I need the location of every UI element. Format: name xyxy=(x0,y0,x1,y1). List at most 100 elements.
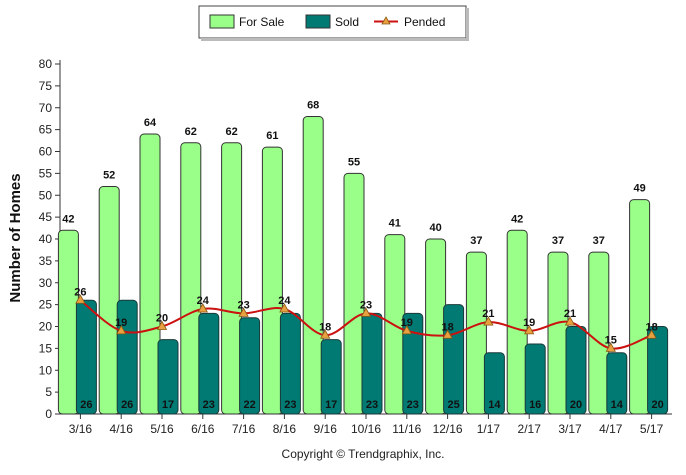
bar-for-sale-6/16 xyxy=(180,142,202,415)
bar-for-sale-5/16 xyxy=(139,133,161,415)
legend-box xyxy=(198,5,467,39)
label-for-sale-2/17: 42 xyxy=(511,213,523,225)
bar-for-sale-4/16 xyxy=(98,186,120,415)
label-for-sale-5/17: 49 xyxy=(633,183,645,195)
label-pended-3/16: 26 xyxy=(74,286,86,298)
label-sold-9/16: 17 xyxy=(325,399,337,411)
marker-pended-4/17 xyxy=(605,342,616,352)
x-tick-label-12/16: 12/16 xyxy=(433,422,463,436)
bar-for-sale-3/17 xyxy=(547,251,569,415)
label-for-sale-4/17: 37 xyxy=(593,235,605,247)
x-tick-label-4/17: 4/17 xyxy=(599,422,623,436)
marker-pended-11/16 xyxy=(401,325,412,335)
y-tick-label-65: 65 xyxy=(39,123,53,137)
bar-sold-3/17 xyxy=(565,326,587,415)
y-tick-label-40: 40 xyxy=(39,232,53,246)
label-for-sale-1/17: 37 xyxy=(470,235,482,247)
label-pended-3/17: 21 xyxy=(564,308,576,320)
marker-pended-9/16 xyxy=(320,329,331,339)
marker-pended-6/16 xyxy=(197,303,208,313)
legend: For Sale Sold Pended xyxy=(198,5,469,41)
label-for-sale-12/16: 40 xyxy=(429,222,441,234)
x-tick-label-5/16: 5/16 xyxy=(150,422,174,436)
label-pended-10/16: 23 xyxy=(360,299,372,311)
label-pended-2/17: 19 xyxy=(523,317,535,329)
bar-sold-6/16 xyxy=(198,312,220,415)
y-tick-label-5: 5 xyxy=(45,385,52,399)
marker-pended-1/17 xyxy=(483,316,494,326)
label-for-sale-4/16: 52 xyxy=(103,170,115,182)
legend-swatch-sold xyxy=(305,14,331,29)
x-tick-label-9/16: 9/16 xyxy=(314,422,338,436)
y-tick-label-75: 75 xyxy=(39,79,53,93)
x-tick-label-10/16: 10/16 xyxy=(351,422,381,436)
y-tick-label-45: 45 xyxy=(39,210,53,224)
label-pended-4/16: 19 xyxy=(115,317,127,329)
label-pended-11/16: 19 xyxy=(401,317,413,329)
y-tick-label-15: 15 xyxy=(39,341,53,355)
label-for-sale-10/16: 55 xyxy=(348,156,360,168)
bar-sold-4/17 xyxy=(606,352,628,415)
marker-pended-7/16 xyxy=(238,307,249,317)
bar-sold-1/17 xyxy=(483,352,505,415)
marker-pended-12/16 xyxy=(442,329,453,339)
y-axis-title: Number of Homes xyxy=(7,173,24,302)
y-tick-label-20: 20 xyxy=(39,320,53,334)
label-sold-5/16: 17 xyxy=(162,399,174,411)
label-pended-1/17: 21 xyxy=(482,308,494,320)
bar-sold-5/17 xyxy=(647,326,669,415)
label-pended-12/16: 18 xyxy=(441,321,453,333)
y-tick-label-50: 50 xyxy=(39,188,53,202)
x-tick-label-7/16: 7/16 xyxy=(232,422,256,436)
bar-sold-2/17 xyxy=(524,343,546,415)
y-tick-label-80: 80 xyxy=(39,57,53,71)
bar-for-sale-5/17 xyxy=(629,199,651,415)
legend-swatch-for-sale xyxy=(209,14,235,29)
label-pended-8/16: 24 xyxy=(278,295,291,307)
marker-pended-3/16 xyxy=(75,294,86,304)
bar-for-sale-2/17 xyxy=(506,229,528,415)
bar-sold-7/16 xyxy=(239,317,261,415)
marker-pended-10/16 xyxy=(360,307,372,317)
footer-copyright: Copyright © Trendgraphix, Inc. xyxy=(282,447,445,461)
y-tick-label-25: 25 xyxy=(39,298,53,312)
y-tick-label-70: 70 xyxy=(39,101,53,115)
label-sold-1/17: 14 xyxy=(488,399,501,411)
label-for-sale-3/17: 37 xyxy=(552,235,564,247)
bar-sold-8/16 xyxy=(279,312,301,415)
label-sold-3/16: 26 xyxy=(80,399,92,411)
label-sold-4/16: 26 xyxy=(121,399,133,411)
label-sold-10/16: 23 xyxy=(366,399,378,411)
bar-for-sale-7/16 xyxy=(221,142,243,415)
y-tick-label-0: 0 xyxy=(45,407,52,421)
x-tick-label-2/17: 2/17 xyxy=(518,422,542,436)
bar-for-sale-9/16 xyxy=(302,116,324,415)
y-tick-label-60: 60 xyxy=(39,145,53,159)
label-sold-12/16: 25 xyxy=(447,399,459,411)
label-for-sale-5/16: 64 xyxy=(144,117,157,129)
bar-for-sale-10/16 xyxy=(343,172,365,415)
x-tick-label-4/16: 4/16 xyxy=(110,422,134,436)
legend-label-sold: Sold xyxy=(335,15,359,29)
x-tick-label-1/17: 1/17 xyxy=(477,422,501,436)
plot-area: 0 5 10 15 20 25 30 35 40 45 50 55 60 65 70 75 80 3/16 42 26… xyxy=(39,57,672,436)
bar-for-sale-4/17 xyxy=(588,251,610,415)
label-for-sale-8/16: 61 xyxy=(266,130,278,142)
legend-marker-pended xyxy=(381,16,391,25)
legend-box-shadow xyxy=(466,8,469,40)
label-pended-5/16: 20 xyxy=(156,313,168,325)
y-tick-label-30: 30 xyxy=(39,276,53,290)
label-sold-11/16: 23 xyxy=(407,399,419,411)
marker-pended-8/16 xyxy=(279,303,290,313)
legend-box-shadow-bottom xyxy=(201,38,469,41)
label-for-sale-6/16: 62 xyxy=(185,126,197,138)
y-tick-label-10: 10 xyxy=(39,363,53,377)
y-tick-label-55: 55 xyxy=(39,166,53,180)
label-for-sale-3/16: 42 xyxy=(62,213,74,225)
x-tick-label-11/16: 11/16 xyxy=(392,422,421,436)
x-tick-label-5/17: 5/17 xyxy=(640,422,664,436)
bar-for-sale-1/17 xyxy=(465,251,487,415)
x-tick-label-3/17: 3/17 xyxy=(558,422,582,436)
label-pended-4/17: 15 xyxy=(605,334,617,346)
